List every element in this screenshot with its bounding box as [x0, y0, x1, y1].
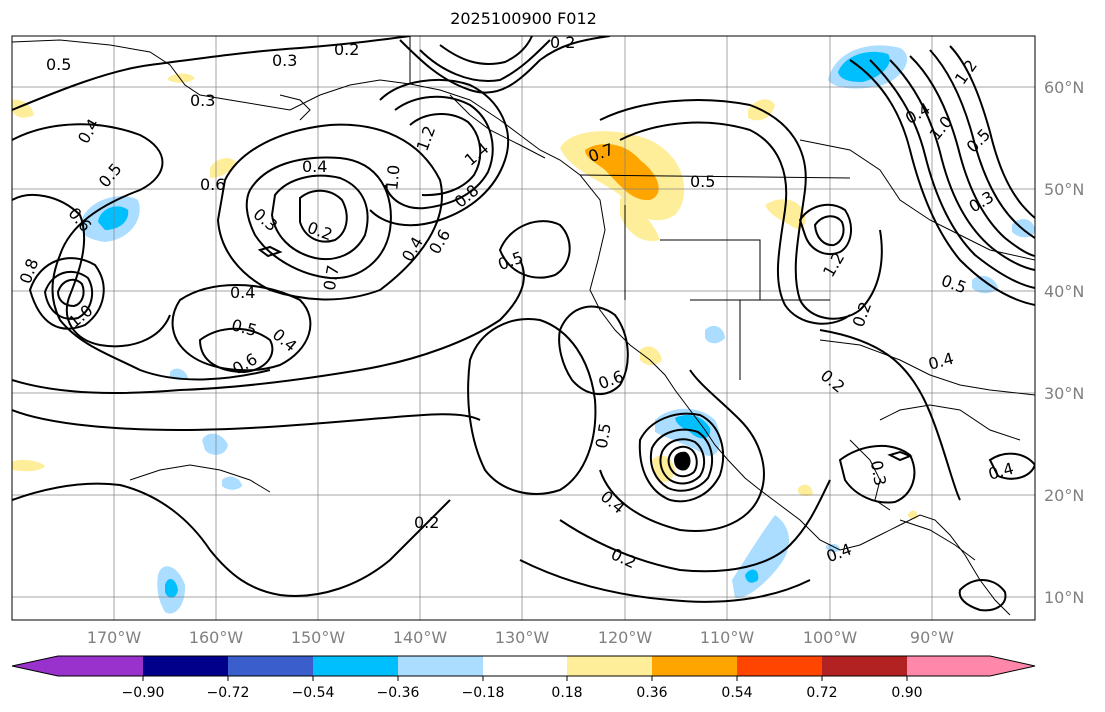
contour-label: 0.4	[902, 99, 934, 128]
contour-label: 0.4	[74, 115, 103, 147]
colorbar-segment	[822, 656, 907, 676]
contour-label: 0.5	[95, 159, 126, 191]
lon-tick-label: 130°W	[495, 628, 550, 647]
contour-label: 1.0	[382, 164, 403, 191]
contour-label: 0.6	[425, 226, 454, 258]
contour-label: 0.3	[867, 459, 890, 487]
colorbar-tick-label: 0.90	[891, 685, 922, 701]
lat-tick-label: 20°N	[1044, 486, 1084, 505]
lat-tick-label: 30°N	[1044, 384, 1084, 403]
lat-tick-label: 60°N	[1044, 78, 1084, 97]
map-panel	[12, 36, 1035, 620]
contour-label: 0.5	[939, 271, 969, 298]
colorbar-segment	[737, 656, 822, 676]
contour-label: 0.6	[596, 367, 626, 394]
colorbar-tick-label: −0.72	[207, 685, 250, 701]
colorbar-tick-label: 0.72	[806, 685, 837, 701]
colorbar-extend-high	[990, 656, 1035, 676]
colorbar-outline	[11, 655, 1036, 677]
colorbar-tick-label: −0.54	[292, 685, 335, 701]
colorbar-tick-label: 0.54	[721, 685, 752, 701]
contour-label: 0.4	[269, 325, 301, 356]
contour-label: 0.5	[46, 55, 71, 74]
colorbar: −0.90 −0.72 −0.54 −0.36 −0.18 0.18 0.36 …	[11, 655, 1036, 701]
contour-label: 0.2	[414, 513, 439, 532]
contour-label: 0.4	[398, 233, 427, 265]
lon-tick-label: 90°W	[910, 628, 954, 647]
contour-label: 0.2	[817, 366, 849, 397]
contour-label: 0.2	[334, 40, 359, 59]
colorbar-segment	[483, 656, 567, 676]
coastlines	[12, 36, 1035, 616]
contour-label: 0.6	[200, 175, 225, 194]
colorbar-tick-label: −0.90	[122, 685, 165, 701]
colorbar-segment	[313, 656, 398, 676]
contour-label: 1.4	[461, 139, 493, 170]
colorbar-segment	[907, 656, 990, 676]
lon-tick-label: 170°W	[87, 628, 142, 647]
contour-label: 0.4	[926, 349, 956, 374]
contour-label: 0.7	[320, 264, 343, 292]
lat-lon-grid	[12, 36, 1035, 620]
contour-label: 0.2	[849, 299, 876, 329]
contour-label: 1.2	[951, 56, 981, 88]
longitude-labels: 170°W 160°W 150°W 140°W 130°W 120°W 110°…	[87, 628, 954, 647]
contour-label: 0.5	[229, 315, 259, 340]
contour-label: 0.2	[550, 33, 575, 52]
latitude-labels: 60°N 50°N 40°N 30°N 20°N 10°N	[1044, 78, 1084, 607]
colorbar-segment	[58, 656, 143, 676]
colorbar-tick-label: −0.36	[377, 685, 420, 701]
contour-label: 0.8	[16, 256, 43, 286]
colorbar-tick-label: 0.36	[636, 685, 667, 701]
lon-tick-label: 150°W	[291, 628, 346, 647]
lat-tick-label: 10°N	[1044, 588, 1084, 607]
colorbar-segment	[567, 656, 652, 676]
contour-label: 0.5	[592, 422, 615, 450]
shaded-anomalies	[12, 45, 1035, 614]
lat-tick-label: 40°N	[1044, 282, 1084, 301]
lon-tick-label: 100°W	[803, 628, 858, 647]
colorbar-tick-label: 0.18	[551, 685, 582, 701]
lon-tick-label: 120°W	[598, 628, 653, 647]
contour-lines	[12, 36, 1035, 612]
contour-label: 0.3	[272, 51, 297, 70]
lat-tick-label: 50°N	[1044, 180, 1084, 199]
lon-tick-label: 140°W	[393, 628, 448, 647]
contour-label: 0.3	[190, 91, 215, 110]
contour-label: 0.4	[230, 283, 255, 302]
colorbar-segment	[143, 656, 228, 676]
lon-tick-label: 110°W	[700, 628, 755, 647]
colorbar-segment	[228, 656, 313, 676]
colorbar-segment	[652, 656, 737, 676]
colorbar-extend-low	[12, 656, 58, 676]
map-frame	[11, 35, 1036, 621]
lon-tick-label: 160°W	[189, 628, 244, 647]
contour-label: 0.5	[690, 172, 715, 191]
contour-label: 1.2	[413, 123, 440, 153]
map-title: 2025100900 F012	[450, 9, 597, 28]
colorbar-segment	[398, 656, 483, 676]
contour-label: 0.4	[597, 487, 629, 518]
contour-label: 0.4	[824, 540, 854, 567]
colorbar-tick-label: −0.18	[462, 685, 505, 701]
contour-label: 0.4	[302, 157, 327, 176]
